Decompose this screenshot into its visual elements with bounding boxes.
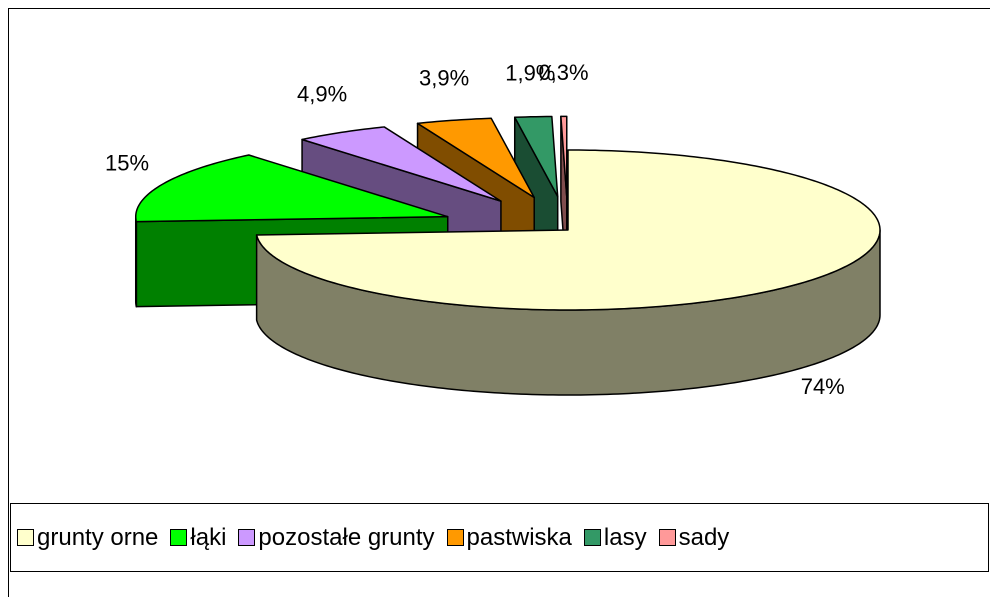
legend-swatch bbox=[238, 529, 256, 546]
chart: 74% 15% 4,9% 3,9% 1,9%0,3% bbox=[105, 60, 881, 399]
legend-label: lasy bbox=[603, 523, 647, 551]
legend-item: lasy bbox=[583, 523, 647, 552]
slice bbox=[255, 149, 881, 311]
legend-label: pozostałe grunty bbox=[258, 523, 435, 551]
legend-swatch bbox=[658, 529, 676, 546]
legend-label: sady bbox=[678, 523, 730, 551]
legend-item: pozostałe grunty bbox=[238, 523, 435, 552]
slice bbox=[513, 115, 559, 198]
legend-item: pastwiska bbox=[446, 523, 572, 552]
legend-label: łąki bbox=[190, 523, 227, 551]
data-label: 1,9% bbox=[505, 61, 555, 86]
slice bbox=[560, 115, 568, 198]
slice-side bbox=[134, 215, 138, 308]
legend-swatch bbox=[446, 529, 464, 546]
slice bbox=[135, 154, 449, 223]
legend-swatch bbox=[17, 529, 34, 546]
slice bbox=[416, 117, 535, 199]
data-label: 15% bbox=[105, 150, 149, 175]
data-label: 74% bbox=[801, 374, 845, 399]
data-label: 4,9% bbox=[297, 81, 347, 106]
legend-swatch bbox=[170, 529, 188, 546]
legend-label: pastwiska bbox=[466, 523, 572, 551]
chart-frame bbox=[8, 8, 990, 597]
legend-swatch bbox=[583, 529, 601, 546]
legend: grunty orne łąki pozostałe grunty pastwiska… bbox=[10, 503, 989, 572]
legend-item: grunty orne bbox=[17, 524, 158, 552]
data-label: 3,9% bbox=[419, 65, 469, 90]
legend-label: grunty orne bbox=[37, 523, 159, 551]
legend-item: łąki bbox=[170, 524, 226, 552]
slice bbox=[301, 126, 502, 202]
data-label: 0,3% bbox=[538, 60, 588, 85]
legend-item: sady bbox=[658, 523, 730, 552]
